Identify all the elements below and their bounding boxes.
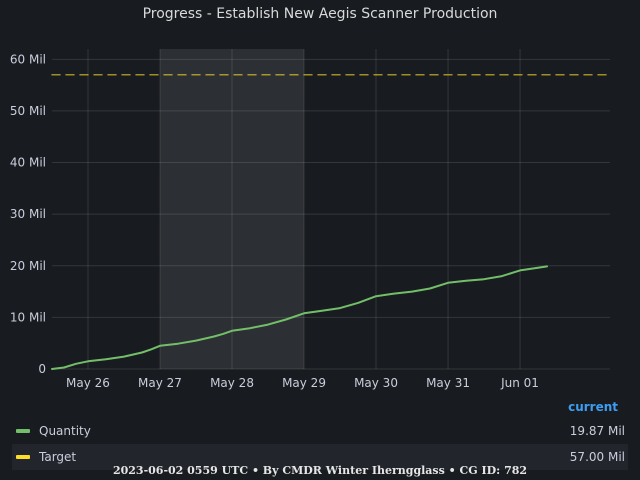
legend-item-quantity[interactable]: Quantity 19.87 Mil [12,418,628,444]
y-tick-label: 60 Mil [10,52,46,66]
panel-title: Progress - Establish New Aegis Scanner P… [142,6,498,22]
legend-value: 19.87 Mil [569,424,625,438]
y-axis: 0 10 Mil 20 Mil 30 Mil 40 Mil 50 Mil 60 Mil [10,52,46,376]
y-tick-label: 10 Mil [10,310,46,324]
x-tick-label: May 27 [138,376,182,390]
legend-item-target[interactable]: Target 57.00 Mil [12,444,628,470]
x-tick-label: May 26 [66,376,110,390]
gridlines [52,49,610,370]
footer-caption: 2023-06-02 0559 UTC • By CMDR Winter Ihe… [112,464,528,477]
x-tick-label: Jun 01 [500,376,539,390]
x-tick-label: May 29 [282,376,326,390]
series-lines [51,74,611,370]
y-tick-label: 0 [38,362,46,376]
x-tick-label: May 28 [210,376,254,390]
x-axis: May 26 May 27 May 28 May 29 May 30 May 31 Jun … [66,376,539,390]
legend-label: Quantity [39,424,91,438]
y-tick-label: 30 Mil [10,207,46,221]
legend-swatch-target [16,455,30,459]
y-tick-label: 40 Mil [10,156,46,170]
line-chart: 0 10 Mil 20 Mil 30 Mil 40 Mil 50 Mil 60 Mil Ma… [10,49,611,390]
x-tick-label: May 31 [426,376,470,390]
y-tick-label: 50 Mil [10,104,46,118]
series-line-quantity [51,265,548,370]
y-tick-label: 20 Mil [10,259,46,273]
x-tick-label: May 30 [354,376,398,390]
legend-swatch-quantity [16,429,30,433]
legend-value: 57.00 Mil [569,450,625,464]
legend-header-current[interactable]: current [568,400,618,414]
highlight-region-group [160,49,305,369]
highlight-region [160,49,305,369]
legend-label: Target [39,450,77,464]
